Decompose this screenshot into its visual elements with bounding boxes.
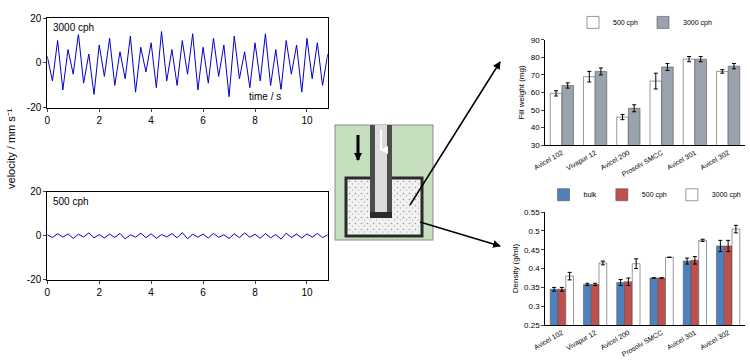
svg-text:bulk: bulk xyxy=(584,191,597,198)
svg-text:90: 90 xyxy=(531,36,540,45)
svg-text:0: 0 xyxy=(36,230,42,241)
svg-text:2: 2 xyxy=(96,115,102,126)
svg-text:Avicel 102: Avicel 102 xyxy=(533,149,564,171)
svg-text:0.55: 0.55 xyxy=(524,208,540,217)
svg-text:0.5: 0.5 xyxy=(529,227,541,236)
svg-text:3000 cph: 3000 cph xyxy=(712,191,741,199)
svg-text:Avicel 200: Avicel 200 xyxy=(599,149,630,171)
svg-text:0: 0 xyxy=(44,115,50,126)
svg-text:time / s: time / s xyxy=(249,91,281,102)
svg-text:Prosolv SMCC: Prosolv SMCC xyxy=(621,329,664,358)
svg-text:60: 60 xyxy=(531,88,540,97)
svg-text:Density (g/ml): Density (g/ml) xyxy=(511,244,520,294)
svg-text:-20: -20 xyxy=(27,274,42,285)
svg-text:0: 0 xyxy=(36,57,42,68)
svg-text:10: 10 xyxy=(301,287,313,298)
svg-text:Avicel 102: Avicel 102 xyxy=(533,329,564,351)
svg-text:50: 50 xyxy=(531,106,540,115)
svg-text:80: 80 xyxy=(531,53,540,62)
svg-text:8: 8 xyxy=(252,115,258,126)
svg-text:0: 0 xyxy=(44,287,50,298)
svg-text:-20: -20 xyxy=(27,102,42,113)
svg-text:20: 20 xyxy=(30,13,42,24)
svg-text:velocity / mm s⁻¹: velocity / mm s⁻¹ xyxy=(5,108,17,189)
svg-text:0.3: 0.3 xyxy=(529,302,541,311)
svg-text:40: 40 xyxy=(531,123,540,132)
svg-text:500 cph: 500 cph xyxy=(53,196,89,207)
svg-text:6: 6 xyxy=(200,287,206,298)
svg-text:3000 cph: 3000 cph xyxy=(683,19,712,27)
svg-text:10: 10 xyxy=(301,115,313,126)
svg-text:0.4: 0.4 xyxy=(529,264,541,273)
svg-text:0.35: 0.35 xyxy=(524,283,540,292)
svg-text:Avicel 200: Avicel 200 xyxy=(599,329,630,351)
svg-text:4: 4 xyxy=(148,287,154,298)
svg-text:Avicel 302: Avicel 302 xyxy=(699,329,730,351)
svg-text:2: 2 xyxy=(96,287,102,298)
svg-text:0.25: 0.25 xyxy=(524,321,540,330)
svg-text:3000 cph: 3000 cph xyxy=(53,22,94,33)
svg-text:Prosolv SMCC: Prosolv SMCC xyxy=(621,149,664,178)
svg-text:30: 30 xyxy=(531,141,540,150)
svg-text:Vivapur 12: Vivapur 12 xyxy=(565,149,598,173)
svg-text:8: 8 xyxy=(252,287,258,298)
svg-text:500 cph: 500 cph xyxy=(642,191,667,199)
svg-text:Avicel 301: Avicel 301 xyxy=(666,149,697,171)
svg-text:Vivapur 12: Vivapur 12 xyxy=(565,329,598,353)
svg-text:4: 4 xyxy=(148,115,154,126)
svg-text:500 cph: 500 cph xyxy=(613,19,638,27)
svg-text:Avicel 302: Avicel 302 xyxy=(699,149,730,171)
svg-text:Fill weight (mg): Fill weight (mg) xyxy=(517,65,526,120)
svg-text:20: 20 xyxy=(30,186,42,197)
svg-text:Avicel 301: Avicel 301 xyxy=(666,329,697,351)
svg-text:0.45: 0.45 xyxy=(524,246,540,255)
svg-text:70: 70 xyxy=(531,71,540,80)
svg-text:6: 6 xyxy=(200,115,206,126)
